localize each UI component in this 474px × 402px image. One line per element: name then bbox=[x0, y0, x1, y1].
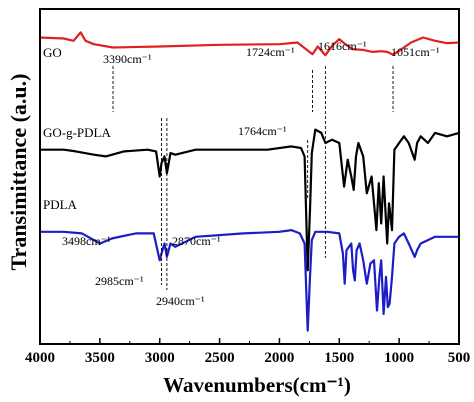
x-ticks-layer: 4000 3500 3000 2500 2000 1500 1000 500 bbox=[25, 338, 470, 366]
peak-label-1724: 1724cm⁻¹ bbox=[246, 45, 295, 59]
peak-label-3390: 3390cm⁻¹ bbox=[103, 52, 152, 66]
x-tick-label: 2000 bbox=[264, 350, 294, 366]
peak-guides-layer bbox=[112, 66, 394, 290]
series-line-go bbox=[39, 31, 460, 57]
peak-label-1764: 1764cm⁻¹ bbox=[238, 124, 287, 138]
x-tick-label: 4000 bbox=[25, 350, 55, 366]
x-tick-label: 2500 bbox=[205, 350, 235, 366]
series-line-pdla bbox=[40, 229, 459, 332]
series-line-go-g-pdla bbox=[40, 128, 460, 272]
peak-label-2870: 2870cm⁻¹ bbox=[172, 234, 221, 248]
peak-label-2985: 2985cm⁻¹ bbox=[95, 274, 144, 288]
peak-label-2940: 2940cm⁻¹ bbox=[156, 294, 205, 308]
x-axis-title: Wavenumbers(cm⁻¹) bbox=[163, 373, 351, 397]
x-tick-label: 1500 bbox=[324, 350, 354, 366]
peak-label-3498: 3498cm⁻¹ bbox=[62, 234, 111, 248]
series-label-go: GO bbox=[43, 45, 62, 60]
series-label-go-g-pdla: GO-g-PDLA bbox=[43, 125, 111, 140]
x-tick-label: 1000 bbox=[384, 350, 414, 366]
peak-label-1051: 1051cm⁻¹ bbox=[391, 45, 440, 59]
x-tick-label: 500 bbox=[448, 350, 471, 366]
y-axis-title: Transimittance (a.u.) bbox=[6, 74, 31, 271]
peak-label-1616: 1616cm⁻¹ bbox=[318, 39, 367, 53]
x-tick-label: 3500 bbox=[85, 350, 115, 366]
series-label-pdla: PDLA bbox=[43, 197, 78, 212]
x-tick-label: 3000 bbox=[145, 350, 175, 366]
